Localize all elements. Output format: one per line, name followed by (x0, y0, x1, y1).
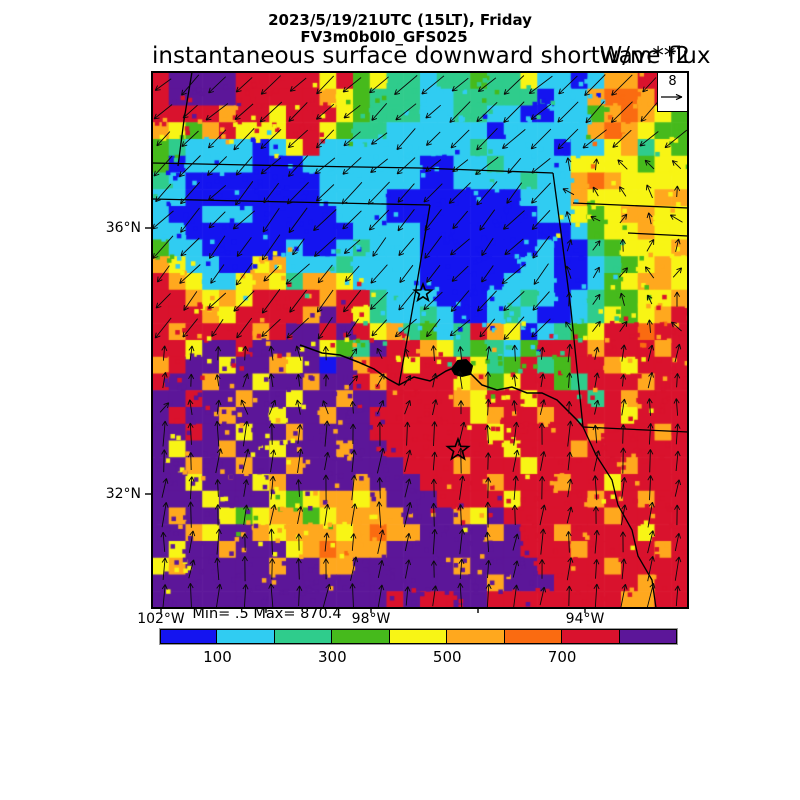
lake-texoma-blob (451, 358, 474, 378)
colorbar-cell (389, 629, 448, 644)
model-name-line: FV3m0b0l0_GFS025 (300, 28, 468, 46)
state-borders (151, 71, 689, 609)
colorbar-cell (562, 629, 620, 644)
lat-label-36n: 36°N (105, 220, 141, 236)
colorbar-tick-label: 700 (547, 648, 577, 666)
colorbar-tick-label: 300 (317, 648, 347, 666)
map-frame-border (151, 71, 689, 609)
colorbar-tick-label: 100 (203, 648, 232, 666)
wind-arrows (151, 74, 688, 609)
colorbar-tick-label: 500 (432, 648, 462, 666)
city-star (445, 436, 471, 461)
colorbar-cell (160, 629, 218, 644)
wind-reference-box: 8 (657, 72, 688, 112)
lon-label-102w: 102°W (137, 611, 185, 627)
colorbar-cell (447, 629, 505, 644)
flux-heatmap-canvas (152, 72, 688, 608)
wind-reference-value: 8 (668, 74, 677, 89)
city-star-markers (412, 281, 471, 461)
colorbar (159, 628, 678, 645)
plot-title: instantaneous surface downward shortwave… (152, 43, 711, 69)
valid-time-line: 2023/5/19/21UTC (15LT), Friday (268, 11, 532, 29)
lon-label-94w: 94°W (565, 611, 605, 627)
colorbar-cell (217, 629, 275, 644)
colorbar-cell (504, 629, 563, 644)
map-area (152, 72, 688, 608)
plot-units: W/m**2 (599, 43, 690, 69)
wind-reference-arrow-icon (661, 93, 683, 101)
city-star (412, 281, 434, 303)
minmax-annotation: Min= .5 Max= 870.4 (192, 606, 342, 622)
lat-label-32n: 32°N (105, 486, 141, 502)
colorbar-cell (274, 629, 333, 644)
colorbar-cell (332, 629, 390, 644)
axis-ticks (145, 227, 586, 613)
lon-label-98w: 98°W (351, 611, 391, 627)
colorbar-cell (619, 629, 677, 644)
